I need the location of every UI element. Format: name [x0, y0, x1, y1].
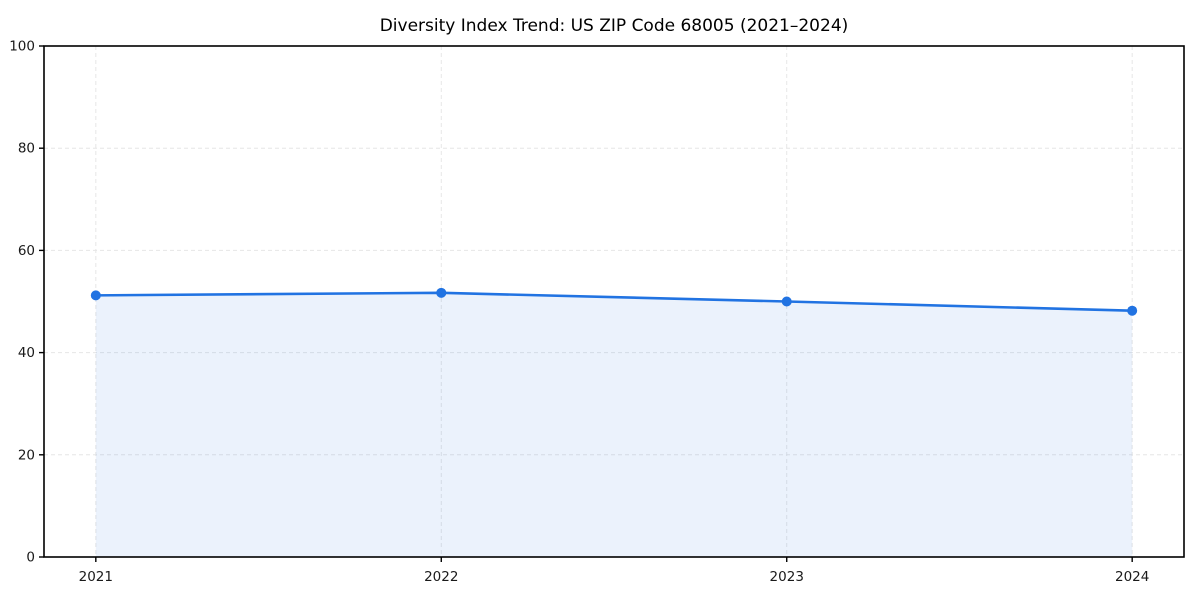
x-tick-label: 2023	[770, 569, 804, 585]
data-point-2024	[1127, 305, 1138, 316]
y-tick-label: 100	[9, 39, 35, 55]
y-tick-label: 60	[18, 243, 35, 259]
data-point-2023	[781, 296, 792, 307]
data-point-2021	[90, 290, 101, 301]
area-fill	[95, 292, 1133, 557]
y-tick-label: 0	[26, 550, 35, 566]
x-tick-label: 2024	[1115, 569, 1149, 585]
plot-border	[43, 45, 1185, 558]
trend-line	[94, 291, 1134, 312]
y-tick-label: 20	[18, 447, 35, 463]
x-tick-label: 2022	[424, 569, 458, 585]
data-point-2022	[436, 287, 447, 298]
x-tick-label: 2021	[79, 569, 113, 585]
y-tick-label: 40	[18, 345, 35, 361]
y-tick-label: 80	[18, 141, 35, 157]
plot-area: 0 20 40 60 80 100 2021 2022 2023 2024	[9, 39, 1185, 585]
chart-title: Diversity Index Trend: US ZIP Code 68005…	[380, 16, 849, 36]
